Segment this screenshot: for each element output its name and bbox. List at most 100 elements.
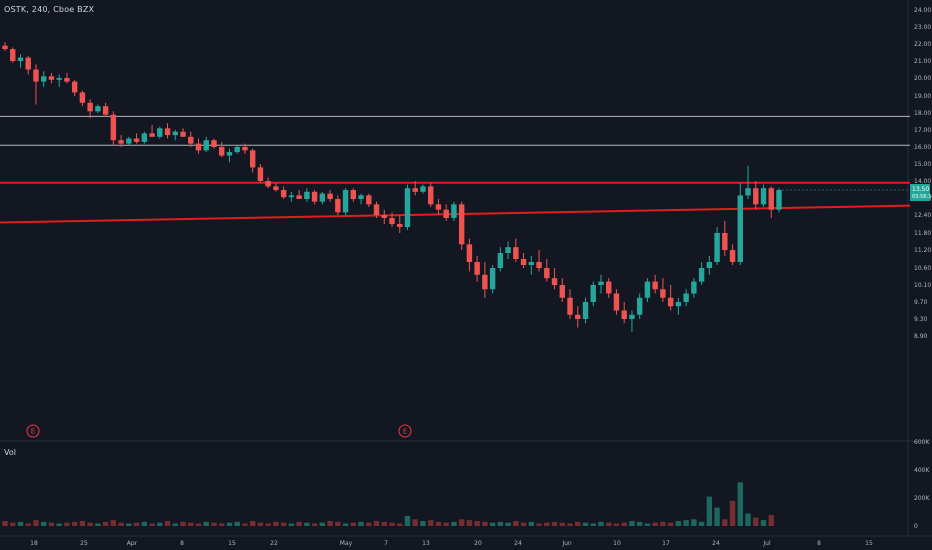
price-tick-label: 10.10 xyxy=(914,282,931,289)
volume-bar xyxy=(33,520,39,526)
date-tick-label: 15 xyxy=(228,540,236,547)
candle-body xyxy=(482,274,488,290)
candle-body xyxy=(644,281,651,298)
volume-bar xyxy=(675,520,682,526)
volume-bar xyxy=(180,521,186,526)
volume-bar xyxy=(17,521,24,526)
volume-bar xyxy=(242,523,248,526)
volume-bar xyxy=(296,521,302,526)
volume-bar xyxy=(420,520,426,526)
volume-bar xyxy=(350,522,357,526)
candle-body xyxy=(25,57,31,70)
volume-bar xyxy=(458,519,465,526)
candle-body xyxy=(760,188,767,205)
candle-body xyxy=(544,268,550,279)
volume-bar xyxy=(482,521,488,526)
volume-bar xyxy=(71,521,78,526)
volume-bar xyxy=(327,520,333,526)
earnings-event-marker[interactable]: E xyxy=(26,424,40,438)
grid xyxy=(0,0,932,537)
candle-body xyxy=(776,190,782,210)
current-price-text: 13.50 xyxy=(912,186,929,193)
price-tick-label: 11.20 xyxy=(914,247,931,254)
candle-body xyxy=(458,204,465,245)
volume-bar xyxy=(265,523,271,526)
candle-body xyxy=(2,45,8,50)
date-tick-label: 8 xyxy=(817,540,821,547)
candle-body xyxy=(110,114,117,141)
candle-body xyxy=(520,259,527,265)
candle-body xyxy=(427,186,434,205)
volume-bar xyxy=(729,500,736,526)
volume-bar xyxy=(110,520,117,526)
volume-bar xyxy=(79,520,86,526)
candle-body xyxy=(311,191,318,202)
volume-bar xyxy=(691,519,697,526)
volume-bar xyxy=(203,521,209,526)
price-tick-label: 22.00 xyxy=(914,41,931,48)
volume-bar xyxy=(551,521,558,526)
candle-body xyxy=(698,268,705,282)
volume-bar xyxy=(451,521,457,526)
candle-body xyxy=(79,92,86,103)
price-tick-label: 15.00 xyxy=(914,161,931,168)
candle-body xyxy=(226,152,233,156)
candle-body xyxy=(737,195,744,262)
volume-bar xyxy=(226,522,233,526)
candle-body xyxy=(126,138,132,144)
volume-bar xyxy=(40,521,47,526)
candle-body xyxy=(753,188,759,205)
volume-bar xyxy=(698,521,705,526)
volume-bar xyxy=(141,521,148,526)
price-axis[interactable]: 24.00 23.00 22.00 21.00 20.00 19.00 18.00 17.00… xyxy=(914,7,931,530)
candle-body xyxy=(691,281,697,294)
price-tick-label: 12.40 xyxy=(914,212,931,219)
candle-body xyxy=(745,188,751,196)
volume-bar xyxy=(629,520,635,526)
volume-bar xyxy=(613,523,620,526)
candle-body xyxy=(629,314,635,319)
candle-body xyxy=(40,76,47,82)
volume-tick-label: 200K xyxy=(914,495,930,502)
date-tick-label: 13 xyxy=(422,540,430,547)
volume-bar xyxy=(118,522,124,526)
candles[interactable] xyxy=(2,42,782,332)
volume-bar xyxy=(505,522,511,526)
volume-bar xyxy=(412,519,418,526)
date-axis[interactable]: 18 25 Apr 8 15 22 May 7 13 20 24 Jun 10 17 24 Jul 8 15 xyxy=(30,540,873,547)
candle-body xyxy=(590,285,596,302)
volume-bar xyxy=(644,523,651,526)
candle-body xyxy=(474,262,480,275)
volume-bar xyxy=(706,496,713,526)
date-tick-label: 25 xyxy=(80,540,88,547)
candle-body xyxy=(636,297,643,315)
date-tick-label: May xyxy=(340,540,353,547)
volume-bar xyxy=(95,523,101,526)
volume-bar xyxy=(219,523,225,526)
volume-tick-label: 600K xyxy=(914,439,930,446)
candle-body xyxy=(598,281,604,285)
volume-bar xyxy=(273,521,279,526)
candle-body xyxy=(466,244,473,262)
candle-body xyxy=(188,136,194,144)
volume-tick-label: 0 xyxy=(914,523,918,530)
earnings-event-marker[interactable]: E xyxy=(398,424,412,438)
volume-label[interactable]: Vol xyxy=(4,448,16,457)
candle-body xyxy=(528,262,535,265)
symbol-header[interactable]: OSTK, 240, Cboe BZX xyxy=(4,5,95,14)
candle-body xyxy=(180,131,186,137)
volume-bar xyxy=(126,523,132,526)
volume-bar xyxy=(745,513,751,526)
horizontal-lines[interactable] xyxy=(0,115,910,184)
candle-body xyxy=(33,69,39,82)
volume-bar xyxy=(474,520,480,526)
candle-body xyxy=(102,106,109,115)
candle-body xyxy=(513,247,519,259)
candle-body xyxy=(319,193,326,202)
candle-body xyxy=(551,278,558,285)
volume-bar xyxy=(598,521,604,526)
volume-bar xyxy=(427,520,434,526)
